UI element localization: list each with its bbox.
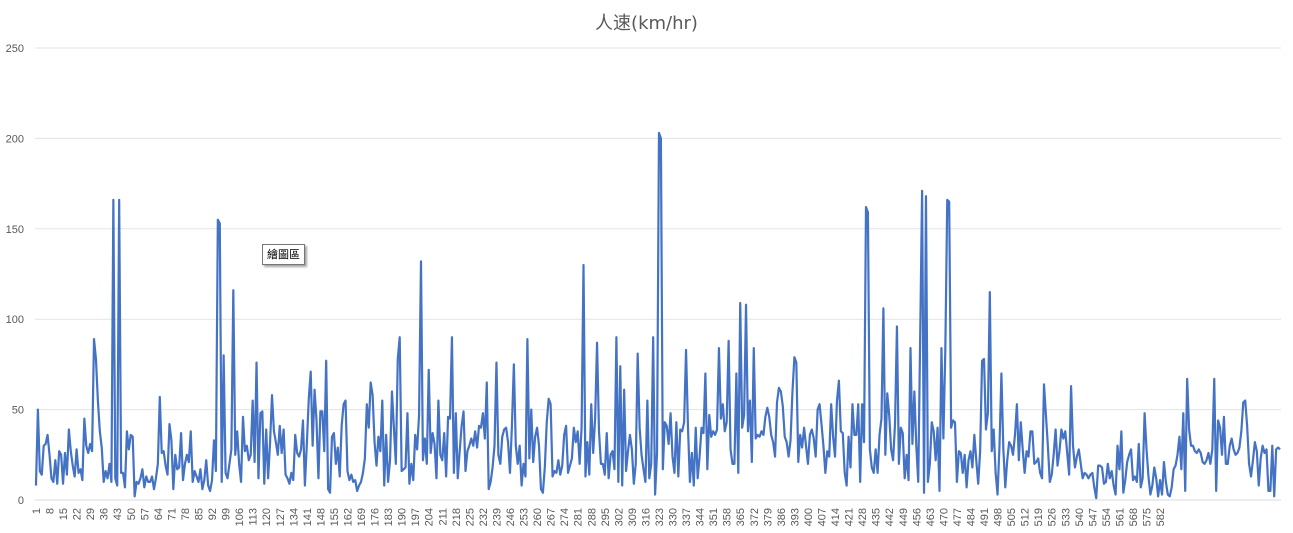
x-tick-label: 372: [749, 508, 761, 526]
x-tick-label: 316: [640, 508, 652, 526]
x-tick-label: 169: [356, 508, 368, 526]
x-tick-label: 274: [559, 508, 571, 526]
x-tick-label: 197: [410, 508, 422, 526]
x-tick-label: 71: [166, 508, 178, 520]
x-tick-label: 281: [573, 508, 585, 526]
x-tick-label: 134: [288, 508, 300, 526]
x-tick-label: 127: [275, 508, 287, 526]
x-tick-label: 554: [1101, 508, 1113, 526]
x-tick-label: 533: [1060, 508, 1072, 526]
x-tick-label: 400: [803, 508, 815, 526]
x-tick-label: 57: [139, 508, 151, 520]
x-tick-label: 120: [261, 508, 273, 526]
x-tick-label: 64: [153, 508, 165, 520]
x-tick-label: 386: [776, 508, 788, 526]
x-tick-label: 379: [762, 508, 774, 526]
x-tick-label: 148: [315, 508, 327, 526]
x-tick-label: 330: [668, 508, 680, 526]
plot-area-tooltip: 繪圖區: [262, 244, 305, 265]
x-tick-label: 526: [1047, 508, 1059, 526]
x-tick-label: 36: [99, 508, 111, 520]
x-tick-label: 344: [695, 508, 707, 526]
x-tick-label: 407: [816, 508, 828, 526]
x-tick-label: 540: [1074, 508, 1086, 526]
x-tick-label: 253: [519, 508, 531, 526]
x-tick-label: 239: [491, 508, 503, 526]
chart-title: 人速(km/hr): [595, 13, 698, 34]
x-tick-label: 99: [221, 508, 233, 520]
x-tick-label: 337: [681, 508, 693, 526]
x-tick-label: 288: [586, 508, 598, 526]
x-tick-label: 484: [965, 508, 977, 526]
y-tick-label: 250: [6, 43, 24, 55]
x-tick-label: 323: [654, 508, 666, 526]
x-tick-label: 449: [898, 508, 910, 526]
x-tick-label: 267: [546, 508, 558, 526]
x-tick-label: 204: [424, 508, 436, 526]
x-tick-label: 211: [437, 508, 449, 526]
x-tick-label: 162: [342, 508, 354, 526]
x-tick-label: 92: [207, 508, 219, 520]
x-tick-label: 22: [72, 508, 84, 520]
x-tick-label: 463: [925, 508, 937, 526]
y-tick-label: 50: [12, 405, 24, 417]
x-tick-label: 477: [952, 508, 964, 526]
x-tick-label: 15: [58, 508, 70, 520]
x-tick-label: 1: [31, 508, 43, 514]
x-tick-label: 85: [193, 508, 205, 520]
x-tick-label: 43: [112, 508, 124, 520]
x-tick-label: 358: [722, 508, 734, 526]
x-tick-label: 232: [478, 508, 490, 526]
x-tick-label: 435: [871, 508, 883, 526]
x-tick-label: 176: [370, 508, 382, 526]
y-tick-label: 150: [6, 224, 24, 236]
x-tick-label: 568: [1128, 508, 1140, 526]
x-tick-label: 561: [1114, 508, 1126, 526]
x-tick-label: 421: [844, 508, 856, 526]
x-tick-label: 246: [505, 508, 517, 526]
x-tick-label: 505: [1006, 508, 1018, 526]
x-tick-label: 141: [302, 508, 314, 526]
x-tick-label: 225: [464, 508, 476, 526]
x-tick-label: 547: [1087, 508, 1099, 526]
x-tick-label: 414: [830, 508, 842, 526]
series-line: [34, 131, 1281, 500]
x-tick-label: 428: [857, 508, 869, 526]
x-tick-label: 50: [126, 508, 138, 520]
y-tick-label: 0: [18, 495, 24, 507]
x-tick-label: 29: [85, 508, 97, 520]
x-tick-label: 295: [600, 508, 612, 526]
x-tick-label: 393: [789, 508, 801, 526]
x-tick-label: 491: [979, 508, 991, 526]
x-tick-label: 351: [708, 508, 720, 526]
x-tick-label: 183: [383, 508, 395, 526]
x-tick-label: 442: [884, 508, 896, 526]
x-tick-label: 470: [938, 508, 950, 526]
x-tick-label: 190: [397, 508, 409, 526]
x-tick-label: 218: [451, 508, 463, 526]
x-tick-label: 519: [1033, 508, 1045, 526]
x-tick-label: 78: [180, 508, 192, 520]
x-tick-label: 456: [911, 508, 923, 526]
x-tick-label: 498: [993, 508, 1005, 526]
x-tick-label: 260: [532, 508, 544, 526]
x-tick-label: 365: [735, 508, 747, 526]
x-tick-label: 155: [329, 508, 341, 526]
x-tick-label: 309: [627, 508, 639, 526]
y-tick-label: 100: [6, 314, 24, 326]
y-tick-label: 200: [6, 133, 24, 145]
x-tick-label: 113: [248, 508, 260, 526]
x-tick-label: 8: [45, 508, 57, 514]
x-tick-label: 106: [234, 508, 246, 526]
x-tick-label: 575: [1142, 508, 1154, 526]
x-tick-label: 302: [613, 508, 625, 526]
x-tick-label: 582: [1155, 508, 1167, 526]
x-tick-label: 512: [1020, 508, 1032, 526]
